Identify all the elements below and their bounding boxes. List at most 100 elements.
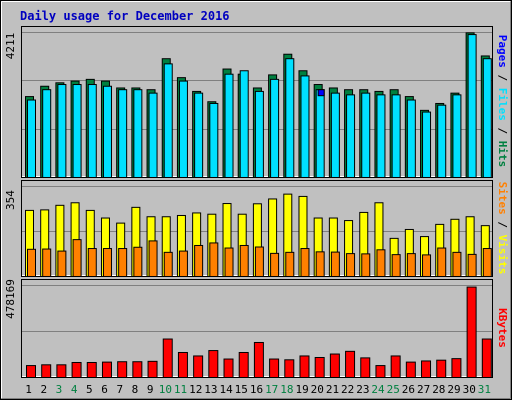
x-tick-label: 26 <box>402 383 415 396</box>
files-bar <box>224 73 234 178</box>
kbytes-bar <box>375 365 386 379</box>
chart-title: Daily usage for December 2016 <box>20 9 230 23</box>
sites-bar <box>482 248 492 278</box>
kbytes-bar <box>405 361 416 378</box>
files-bar <box>72 84 82 178</box>
files-bar <box>300 75 310 178</box>
sites-bar <box>57 250 67 278</box>
legend-item-visits: Visits <box>496 235 509 275</box>
files-bar <box>254 90 264 178</box>
kbytes-bar <box>360 357 371 379</box>
kbytes-bar <box>177 351 188 378</box>
x-tick-label: 3 <box>56 383 63 396</box>
kbytes-bar <box>314 356 325 378</box>
x-tick-label: 5 <box>86 383 93 396</box>
pages-bar <box>317 89 325 97</box>
kbytes-bar <box>253 341 264 378</box>
panel-0-legend: Pages / Files / Hits <box>496 35 509 168</box>
x-tick-label: 1 <box>25 383 32 396</box>
legend-separator: / <box>496 68 509 88</box>
kbytes-bar <box>466 286 477 378</box>
x-tick-label: 14 <box>219 383 233 396</box>
x-tick-label: 4 <box>71 383 78 396</box>
kbytes-bar <box>147 360 158 378</box>
sites-bar <box>72 239 82 277</box>
kbytes-bar <box>56 364 67 379</box>
files-bar <box>376 94 386 178</box>
legend-item-sites: Sites <box>496 182 509 215</box>
x-tick-label: 15 <box>235 383 248 396</box>
kbytes-bar <box>451 358 462 379</box>
legend-item-hits: Hits <box>496 141 509 168</box>
legend-separator: / <box>496 215 509 235</box>
files-bar <box>406 99 416 178</box>
kbytes-bar <box>269 358 280 378</box>
sites-bar <box>315 251 325 278</box>
legend-item-files: Files <box>496 88 509 121</box>
files-bar <box>163 63 173 178</box>
kbytes-bar <box>436 359 447 379</box>
x-tick-label: 20 <box>311 383 324 396</box>
x-tick-label: 12 <box>189 383 202 396</box>
panel-2-ymax-label: 478169 <box>4 279 17 319</box>
files-bar <box>482 58 492 179</box>
files-bar <box>315 89 325 178</box>
files-bar <box>467 34 477 179</box>
sites-bar <box>346 253 356 277</box>
sites-bar <box>254 246 264 277</box>
sites-bar <box>87 248 97 278</box>
x-tick-label: 29 <box>447 383 460 396</box>
files-bar <box>452 94 462 178</box>
kbytes-bar <box>162 338 173 378</box>
files-bar <box>148 92 158 178</box>
sites-bar <box>270 252 280 278</box>
sites-bar <box>133 246 143 277</box>
sites-bar <box>148 240 158 278</box>
x-tick-label: 7 <box>116 383 123 396</box>
kbytes-bar <box>101 361 112 378</box>
kbytes-bar <box>299 355 310 379</box>
kbytes-bar <box>132 361 143 378</box>
sites-bar <box>406 253 416 277</box>
kbytes-bar <box>117 361 128 378</box>
files-bar <box>285 58 295 179</box>
kbytes-bar <box>421 360 432 379</box>
files-bar <box>270 78 280 178</box>
x-tick-label: 28 <box>432 383 445 396</box>
sites-bar <box>330 251 340 277</box>
legend-item-pages: Pages <box>496 35 509 68</box>
sites-bar <box>452 251 462 277</box>
x-tick-label: 24 <box>371 383 385 396</box>
sites-bar <box>391 254 401 277</box>
files-bar <box>437 104 447 178</box>
x-tick-label: 13 <box>204 383 217 396</box>
x-tick-label: 30 <box>463 383 476 396</box>
files-bar <box>133 89 143 178</box>
sites-bar <box>163 251 173 277</box>
x-tick-label: 21 <box>326 383 339 396</box>
kbytes-bar <box>86 361 97 379</box>
x-tick-label: 19 <box>295 383 308 396</box>
sites-bar <box>209 242 219 277</box>
x-tick-label: 31 <box>478 383 491 396</box>
kbytes-bar <box>390 355 401 379</box>
sites-bar <box>300 248 310 278</box>
x-tick-label: 27 <box>417 383 430 396</box>
x-tick-label: 22 <box>341 383 354 396</box>
panel-1-legend: Sites / Visits <box>496 182 509 275</box>
kbytes-bar <box>238 351 249 378</box>
files-bar <box>87 84 97 178</box>
kbytes-bar <box>193 355 204 379</box>
sites-bar <box>422 254 432 277</box>
files-bar <box>422 111 432 178</box>
x-tick-label: 8 <box>132 383 139 396</box>
kbytes-bar <box>208 350 219 378</box>
files-bar <box>178 80 188 178</box>
sites-bar <box>239 244 249 277</box>
kbytes-bar <box>345 350 356 379</box>
sites-bar <box>224 247 234 277</box>
kbytes-bar <box>26 365 36 379</box>
x-tick-label: 25 <box>387 383 400 396</box>
kbytes-bar <box>329 353 340 379</box>
